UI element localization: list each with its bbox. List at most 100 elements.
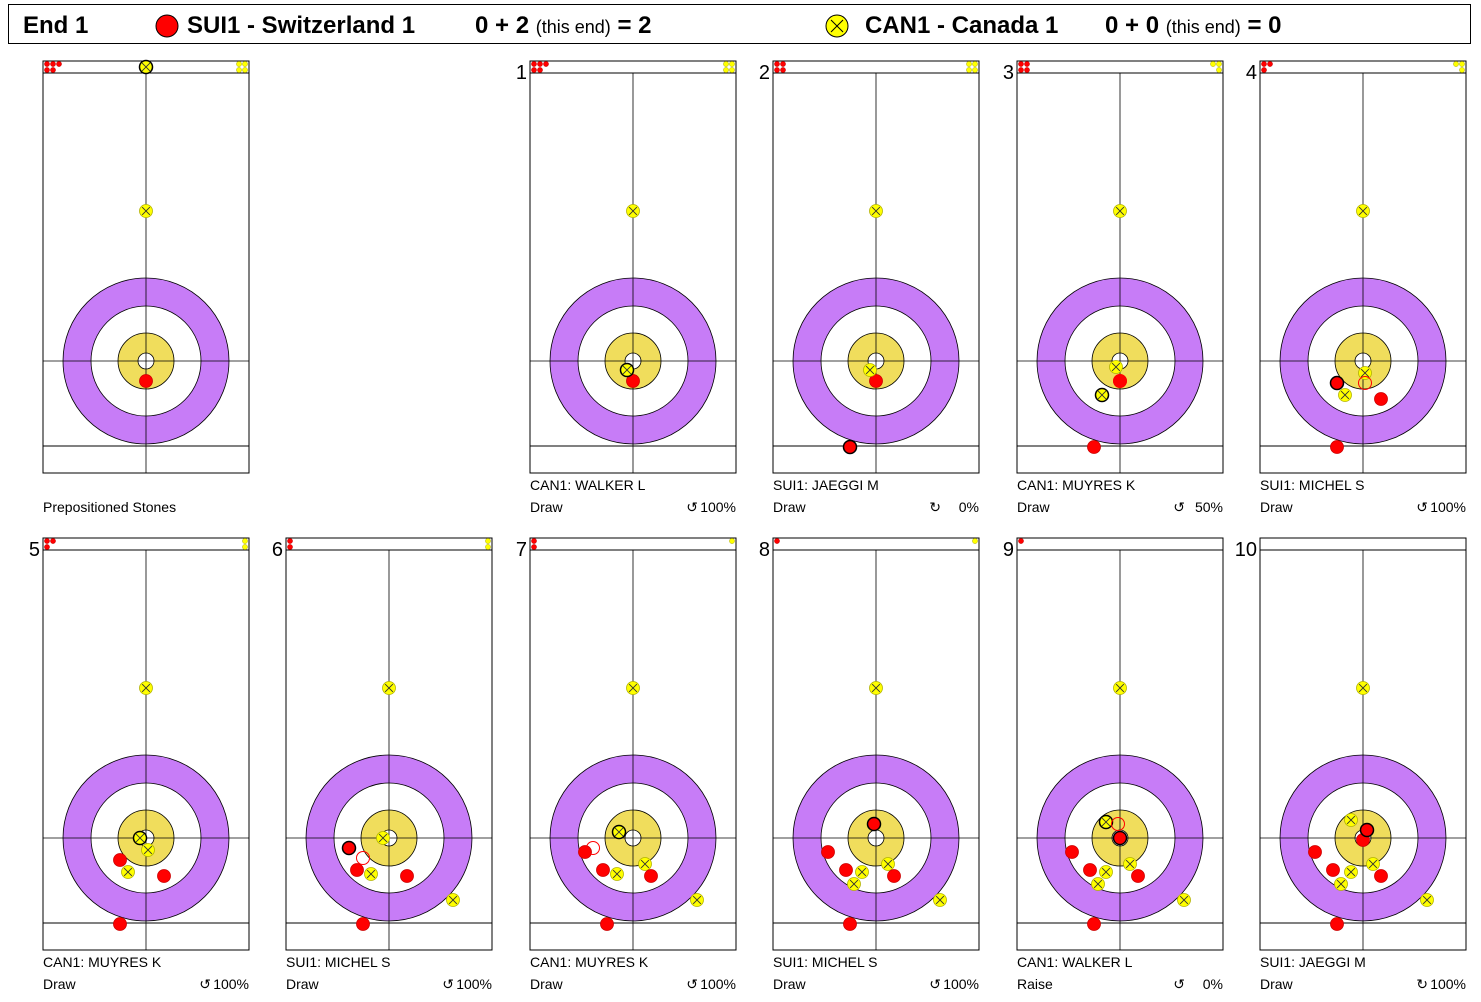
stone-cross-mark [1125,859,1135,869]
red-stone [821,845,835,859]
shot-type: Draw [530,976,564,992]
yellow-remaining-stone [729,61,735,67]
stone-cross-mark [123,867,133,877]
panel-content: 1 CAN1: WALKER L Draw ↺ 100% [516,60,737,515]
shot-type: Draw [1017,499,1051,515]
shot-percent: 100% [213,976,249,992]
shot-panel-4: 4 SUI1: MICHEL S Draw ↺ 100% [1246,60,1467,515]
red-stone [1374,869,1388,883]
team1-score-expr: 0 + 2 [475,12,530,39]
shot-number: 7 [516,539,527,561]
yellow-remaining-stone [242,544,248,550]
red-remaining-stone [44,61,50,67]
red-stone [866,816,882,832]
shot-player: CAN1: WALKER L [530,477,646,493]
shot-type: Raise [1017,976,1053,992]
team2-score-expr: 0 + 0 [1105,12,1160,39]
stone-cross-mark [384,683,394,693]
yellow-remaining-stone [972,538,978,544]
red-remaining-stone [1024,67,1030,73]
stone-cross-mark [1101,867,1111,877]
shot-percent: 100% [1430,976,1466,992]
rotation-icon: ↺ [686,499,698,515]
red-stone [1087,917,1101,931]
shot-number: 1 [516,62,527,84]
stone-cross-mark [448,895,458,905]
red-stone [113,853,127,867]
shot-number: 4 [1246,62,1257,84]
red-stone [341,840,357,856]
shot-player: CAN1: MUYRES K [43,954,162,970]
red-remaining-stone [44,544,50,550]
panel-content: 7 CAN1: MUYRES K Draw ↺ 100% [516,537,737,992]
team2-this-end: (this end) [1165,17,1241,37]
yellow-remaining-stone [242,61,248,67]
yellow-remaining-stone [485,538,491,544]
rotation-icon: ↺ [442,976,454,992]
stone-cross-mark [1097,390,1107,400]
panel-content: 8 SUI1: MICHEL S Draw ↺ 100% [759,537,980,992]
panel-content: 10 SUI1: JAEGGI M Draw ↻ 100% [1235,537,1467,992]
stone-cross-mark [612,869,622,879]
yellow-remaining-stone [966,67,972,73]
yellow-remaining-stone [1459,61,1465,67]
red-remaining-stone [44,538,50,544]
shot-percent: 100% [943,976,979,992]
rotation-icon: ↺ [686,976,698,992]
red-stone [596,863,610,877]
shot-panel-7: 7 CAN1: MUYRES K Draw ↺ 100% [516,537,737,992]
panel-content: 3 CAN1: MUYRES K Draw ↺ 50% [1003,60,1224,515]
yellow-remaining-stone [972,61,978,67]
yellow-remaining-stone [485,544,491,550]
shot-panel-8: 8 SUI1: MICHEL S Draw ↺ 100% [759,537,980,992]
shot-player: CAN1: MUYRES K [530,954,649,970]
yellow-stone-icon [825,14,849,38]
stone-cross-mark [640,859,650,869]
stone-cross-mark [1115,683,1125,693]
team1-name: SUI1 - Switzerland 1 [187,12,416,39]
red-stone [400,869,414,883]
red-remaining-stone [1018,538,1024,544]
red-stone [626,374,640,388]
shot-panel-6: 6 SUI1: MICHEL S Draw ↺ 100% [272,537,493,992]
stone-cross-mark [1422,895,1432,905]
shot-type: Draw [1260,499,1294,515]
stone-cross-mark [692,895,702,905]
red-remaining-stone [44,67,50,73]
shot-player: SUI1: MICHEL S [1260,477,1365,493]
ghost-stone [1113,374,1127,388]
shot-number: 10 [1235,539,1257,561]
red-remaining-stone [531,544,537,550]
shot-percent: 50% [1195,499,1223,515]
red-stone [350,863,364,877]
red-stone [356,917,370,931]
shot-type: Draw [530,499,564,515]
shot-player: SUI1: MICHEL S [286,954,391,970]
red-stone [1374,392,1388,406]
shot-type: Draw [286,976,320,992]
yellow-remaining-stone [1453,61,1459,67]
shot-type: Draw [773,499,807,515]
stone-cross-mark [1179,895,1189,905]
stone-cross-mark [1368,859,1378,869]
shot-panel-3: 3 CAN1: MUYRES K Draw ↺ 50% [1003,60,1224,515]
shot-panel-9: 9 CAN1: WALKER L Raise ↺ 0% [1003,537,1224,992]
red-remaining-stone [1024,61,1030,67]
stone-cross-mark [378,833,388,843]
red-stone [1326,863,1340,877]
red-stone [842,439,858,455]
rotation-icon: ↺ [929,976,941,992]
red-stone-icon [155,14,179,38]
red-remaining-stone [774,67,780,73]
team2-total: = 0 [1247,12,1282,39]
red-stone [600,917,614,931]
rotation-icon: ↺ [1416,499,1428,515]
shot-panel-pre: Prepositioned Stones [42,59,250,515]
red-stone [1131,869,1145,883]
yellow-remaining-stone [236,61,242,67]
team1-total: = 2 [617,12,652,39]
red-stone [887,869,901,883]
shot-number: 3 [1003,62,1014,84]
red-remaining-stone [537,67,543,73]
stone-cross-mark [628,206,638,216]
